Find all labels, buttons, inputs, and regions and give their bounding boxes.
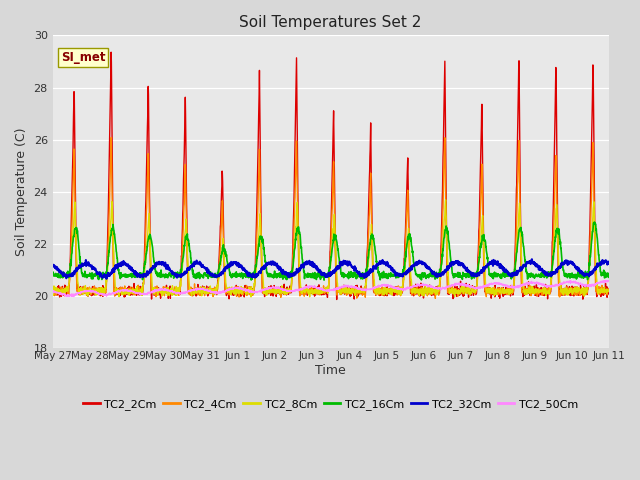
TC2_4Cm <box>359 287 367 292</box>
TC2_2Cm <box>333 297 340 302</box>
TC2_32Cm <box>102 276 110 282</box>
X-axis label: Time: Time <box>316 364 346 377</box>
TC2_4Cm <box>572 289 579 295</box>
TC2_16Cm <box>605 274 612 280</box>
Line: TC2_32Cm: TC2_32Cm <box>52 259 609 279</box>
TC2_32Cm <box>493 261 500 266</box>
TC2_50Cm <box>347 284 355 289</box>
TC2_2Cm <box>108 49 115 55</box>
TC2_16Cm <box>556 236 564 242</box>
TC2_32Cm <box>347 262 355 268</box>
Y-axis label: Soil Temperature (C): Soil Temperature (C) <box>15 128 28 256</box>
TC2_8Cm <box>493 288 500 294</box>
Line: TC2_8Cm: TC2_8Cm <box>52 200 609 297</box>
TC2_2Cm <box>605 291 612 297</box>
TC2_8Cm <box>572 288 579 294</box>
TC2_50Cm <box>605 278 612 284</box>
TC2_32Cm <box>49 263 56 268</box>
TC2_16Cm <box>359 270 367 276</box>
TC2_2Cm <box>49 284 56 289</box>
TC2_8Cm <box>49 289 56 295</box>
TC2_50Cm <box>601 277 609 283</box>
TC2_2Cm <box>204 293 212 299</box>
TC2_2Cm <box>493 287 500 292</box>
TC2_8Cm <box>442 197 449 203</box>
TC2_50Cm <box>359 286 367 292</box>
TC2_2Cm <box>556 284 564 290</box>
Line: TC2_16Cm: TC2_16Cm <box>52 222 609 280</box>
TC2_2Cm <box>572 288 579 293</box>
TC2_8Cm <box>247 294 255 300</box>
TC2_4Cm <box>431 296 439 301</box>
Line: TC2_2Cm: TC2_2Cm <box>52 52 609 300</box>
TC2_32Cm <box>605 260 612 266</box>
Line: TC2_50Cm: TC2_50Cm <box>52 280 609 297</box>
TC2_50Cm <box>49 289 56 295</box>
TC2_50Cm <box>556 280 564 286</box>
TC2_50Cm <box>493 281 500 287</box>
TC2_16Cm <box>320 277 328 283</box>
Legend: TC2_2Cm, TC2_4Cm, TC2_8Cm, TC2_16Cm, TC2_32Cm, TC2_50Cm: TC2_2Cm, TC2_4Cm, TC2_8Cm, TC2_16Cm, TC2… <box>79 395 582 414</box>
TC2_4Cm <box>347 287 355 293</box>
TC2_50Cm <box>70 294 77 300</box>
TC2_4Cm <box>493 287 500 292</box>
TC2_2Cm <box>360 288 367 294</box>
TC2_4Cm <box>605 286 612 292</box>
TC2_8Cm <box>605 288 612 294</box>
TC2_4Cm <box>49 286 56 292</box>
Title: Soil Temperatures Set 2: Soil Temperatures Set 2 <box>239 15 422 30</box>
TC2_50Cm <box>204 288 212 293</box>
TC2_16Cm <box>493 270 500 276</box>
TC2_4Cm <box>204 288 212 294</box>
TC2_32Cm <box>359 273 367 279</box>
TC2_8Cm <box>204 287 212 293</box>
TC2_32Cm <box>528 256 536 262</box>
TC2_2Cm <box>348 293 355 299</box>
Text: SI_met: SI_met <box>61 51 106 64</box>
TC2_16Cm <box>591 219 598 225</box>
Line: TC2_4Cm: TC2_4Cm <box>52 138 609 299</box>
TC2_8Cm <box>359 288 367 294</box>
TC2_4Cm <box>556 293 564 299</box>
TC2_32Cm <box>556 264 564 269</box>
TC2_32Cm <box>572 263 579 269</box>
TC2_16Cm <box>572 271 579 277</box>
TC2_8Cm <box>556 282 564 288</box>
TC2_16Cm <box>204 269 212 275</box>
TC2_8Cm <box>347 287 355 293</box>
TC2_16Cm <box>49 271 56 277</box>
TC2_16Cm <box>347 271 355 277</box>
TC2_4Cm <box>108 135 115 141</box>
TC2_32Cm <box>204 268 212 274</box>
TC2_50Cm <box>572 280 579 286</box>
